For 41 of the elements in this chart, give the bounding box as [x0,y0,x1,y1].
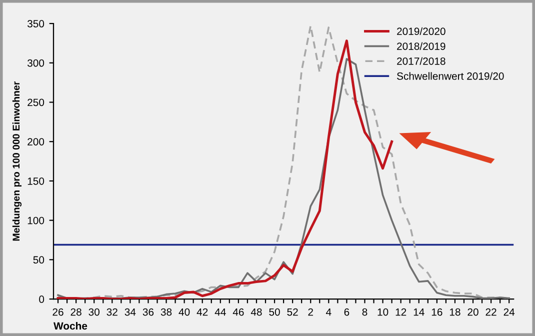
line-series [56,40,394,300]
x-tick-label: 8 [362,308,368,316]
x-tick-label: 14 [414,308,424,316]
y-tick-label: 200 [28,138,44,146]
x-tick-label: 46 [232,308,244,316]
x-tick-label: 36 [142,308,154,316]
x-tick-label: 20 [468,308,478,316]
x-tick-label: 10 [378,308,388,316]
x-tick-label: 6 [344,308,350,316]
x-tick-label: 30 [88,308,100,316]
legend-label: 2019/2020 [397,27,446,36]
x-tick-label: 38 [160,308,172,316]
x-axis-title: Woche [54,322,88,330]
x-tick-label: 52 [287,308,298,316]
y-tick-label: 150 [28,177,44,185]
y-axis-title: Meldungen pro 100 000 Einwohner [12,81,22,241]
x-tick-label: 34 [124,308,136,316]
x-tick-label: 50 [269,308,280,316]
x-tick-label: 2 [308,308,313,316]
x-tick-label: 48 [250,308,262,316]
x-tick-label: 24 [504,308,515,316]
x-tick-label: 32 [106,308,118,316]
x-tick-label: 44 [214,308,226,316]
y-tick-label: 350 [27,20,44,28]
legend-label: 2018/2019 [397,42,446,50]
x-tick-label: 16 [432,308,442,316]
x-tick-label: 26 [52,308,64,316]
legend-label: Schwellenwert 2019/20 [397,72,504,80]
legend-label: 2017/2018 [397,57,446,65]
y-tick-label: 300 [27,59,44,67]
y-tick-label: 250 [28,98,44,106]
x-tick-label: 28 [70,308,82,316]
y-tick-label: 50 [33,256,44,264]
y-tick-label: 0 [39,296,44,303]
x-tick-label: 4 [326,308,332,316]
x-tick-label: 12 [396,308,406,316]
x-tick-label: 22 [486,308,496,316]
x-tick-label: 40 [178,308,190,316]
y-tick-label: 100 [28,216,44,224]
x-tick-label: 18 [450,308,460,316]
x-tick-label: 42 [196,308,208,316]
